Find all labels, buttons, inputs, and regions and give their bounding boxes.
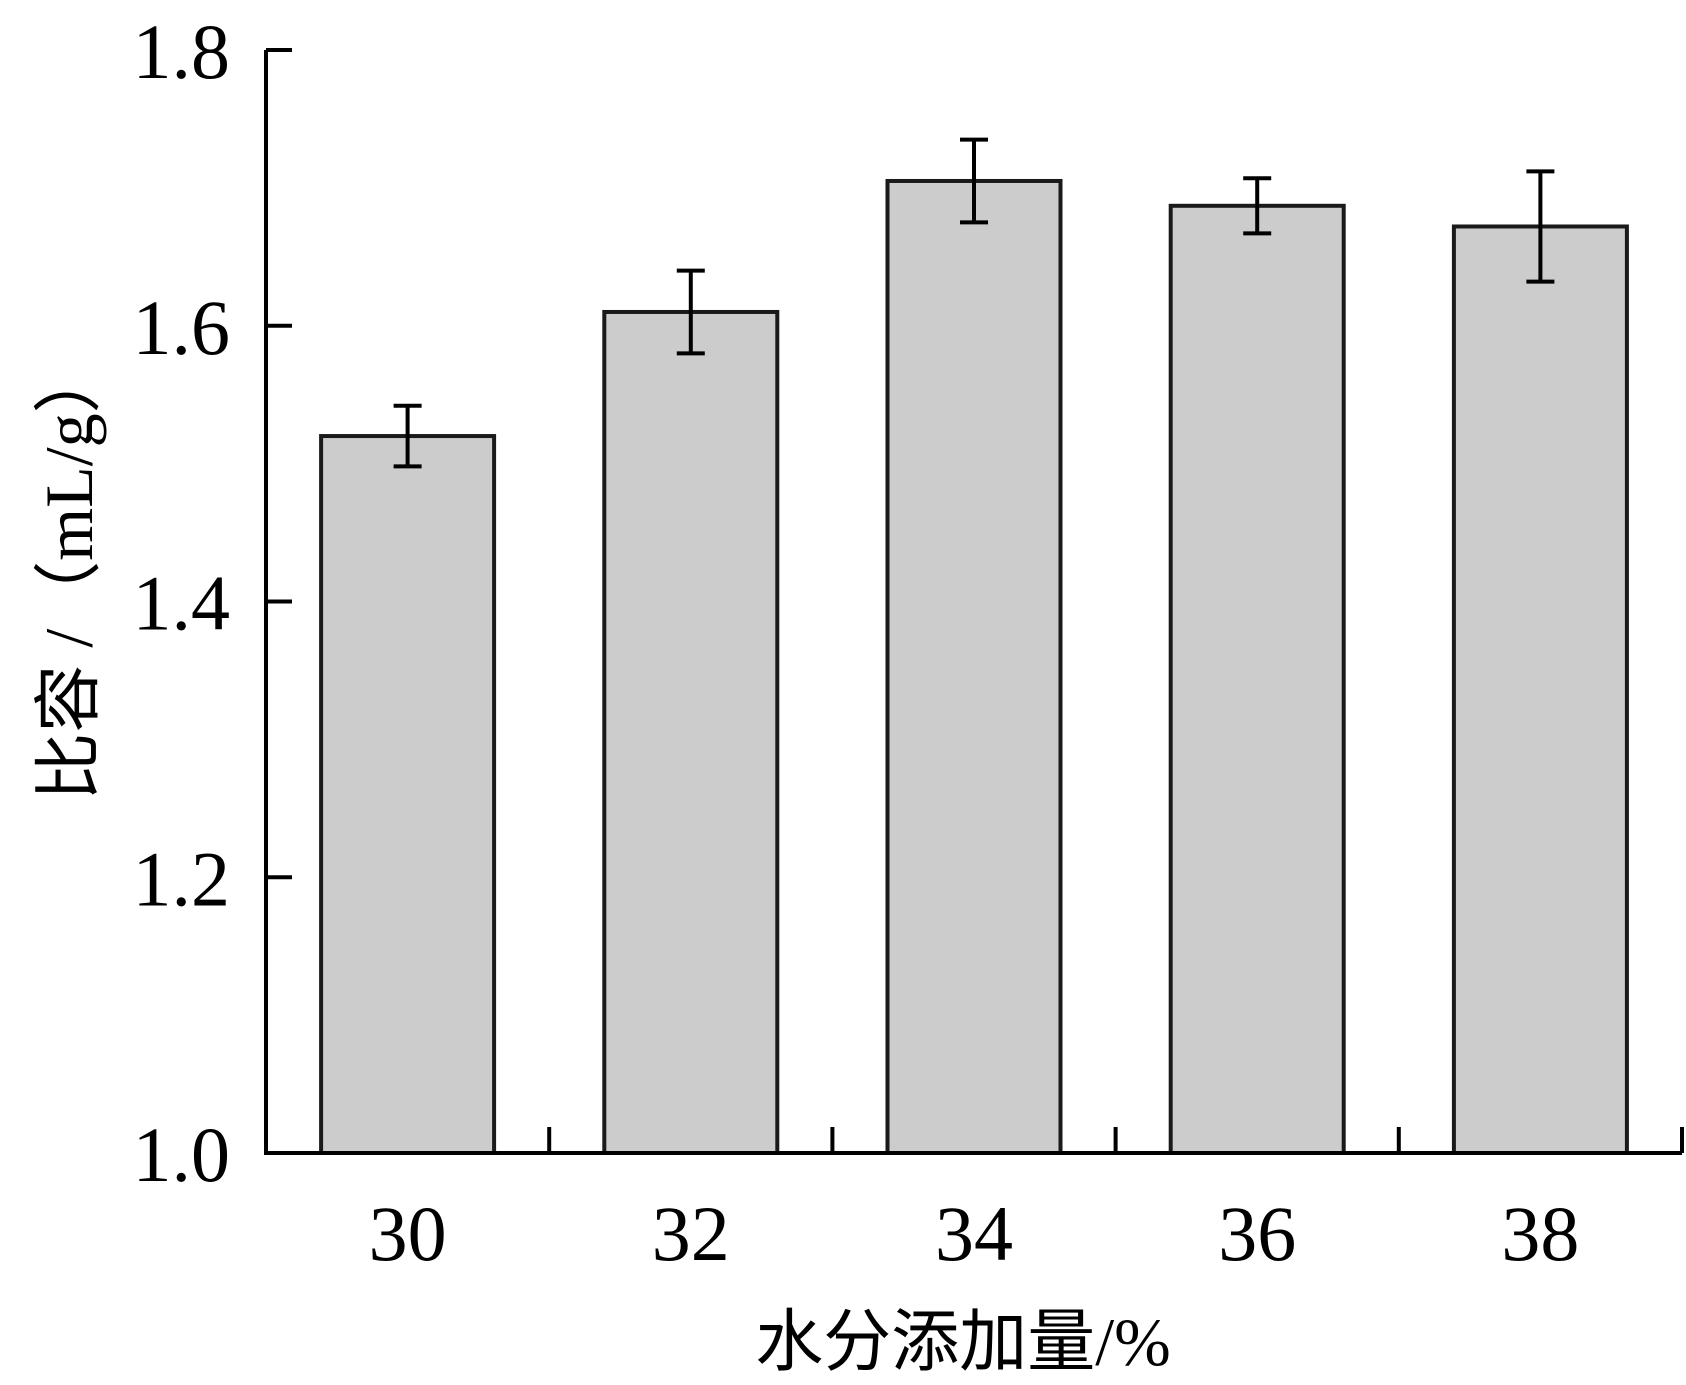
x-tick-label-36: 36 [1218, 1190, 1296, 1277]
bars-group [319, 178, 1629, 1156]
error-bar-30 [393, 403, 422, 469]
error-bar-32 [676, 268, 705, 356]
x-axis-title: 水分添加量/% [755, 1304, 1171, 1380]
bar-36 [1168, 203, 1346, 1155]
bar-38 [1451, 224, 1629, 1156]
error-bar-38 [1526, 169, 1555, 284]
y-tick-label-1.0: 1.0 [133, 1111, 231, 1198]
bar-32 [602, 309, 780, 1155]
y-tick-label-1.2: 1.2 [133, 835, 231, 922]
y-tick-label-1.4: 1.4 [133, 560, 231, 647]
x-tick-label-38: 38 [1501, 1190, 1579, 1277]
y-axis-title: 比容 /（mL/g） [31, 345, 107, 800]
error-bar-34 [960, 137, 988, 225]
error-bar-36 [1243, 176, 1272, 236]
x-tick-label-34: 34 [935, 1190, 1013, 1277]
bar-30 [319, 434, 497, 1155]
x-tick-label-32: 32 [652, 1190, 730, 1277]
error-bars-group [393, 137, 1555, 469]
labels-group: 1.0 1.2 1.4 1.6 1.8 30 32 34 36 38 [133, 8, 1580, 1277]
bar-34 [885, 178, 1063, 1155]
axes-group [264, 48, 1684, 1155]
y-tick-label-1.8: 1.8 [133, 8, 231, 95]
x-tick-label-30: 30 [369, 1190, 447, 1277]
y-tick-label-1.6: 1.6 [133, 284, 231, 371]
